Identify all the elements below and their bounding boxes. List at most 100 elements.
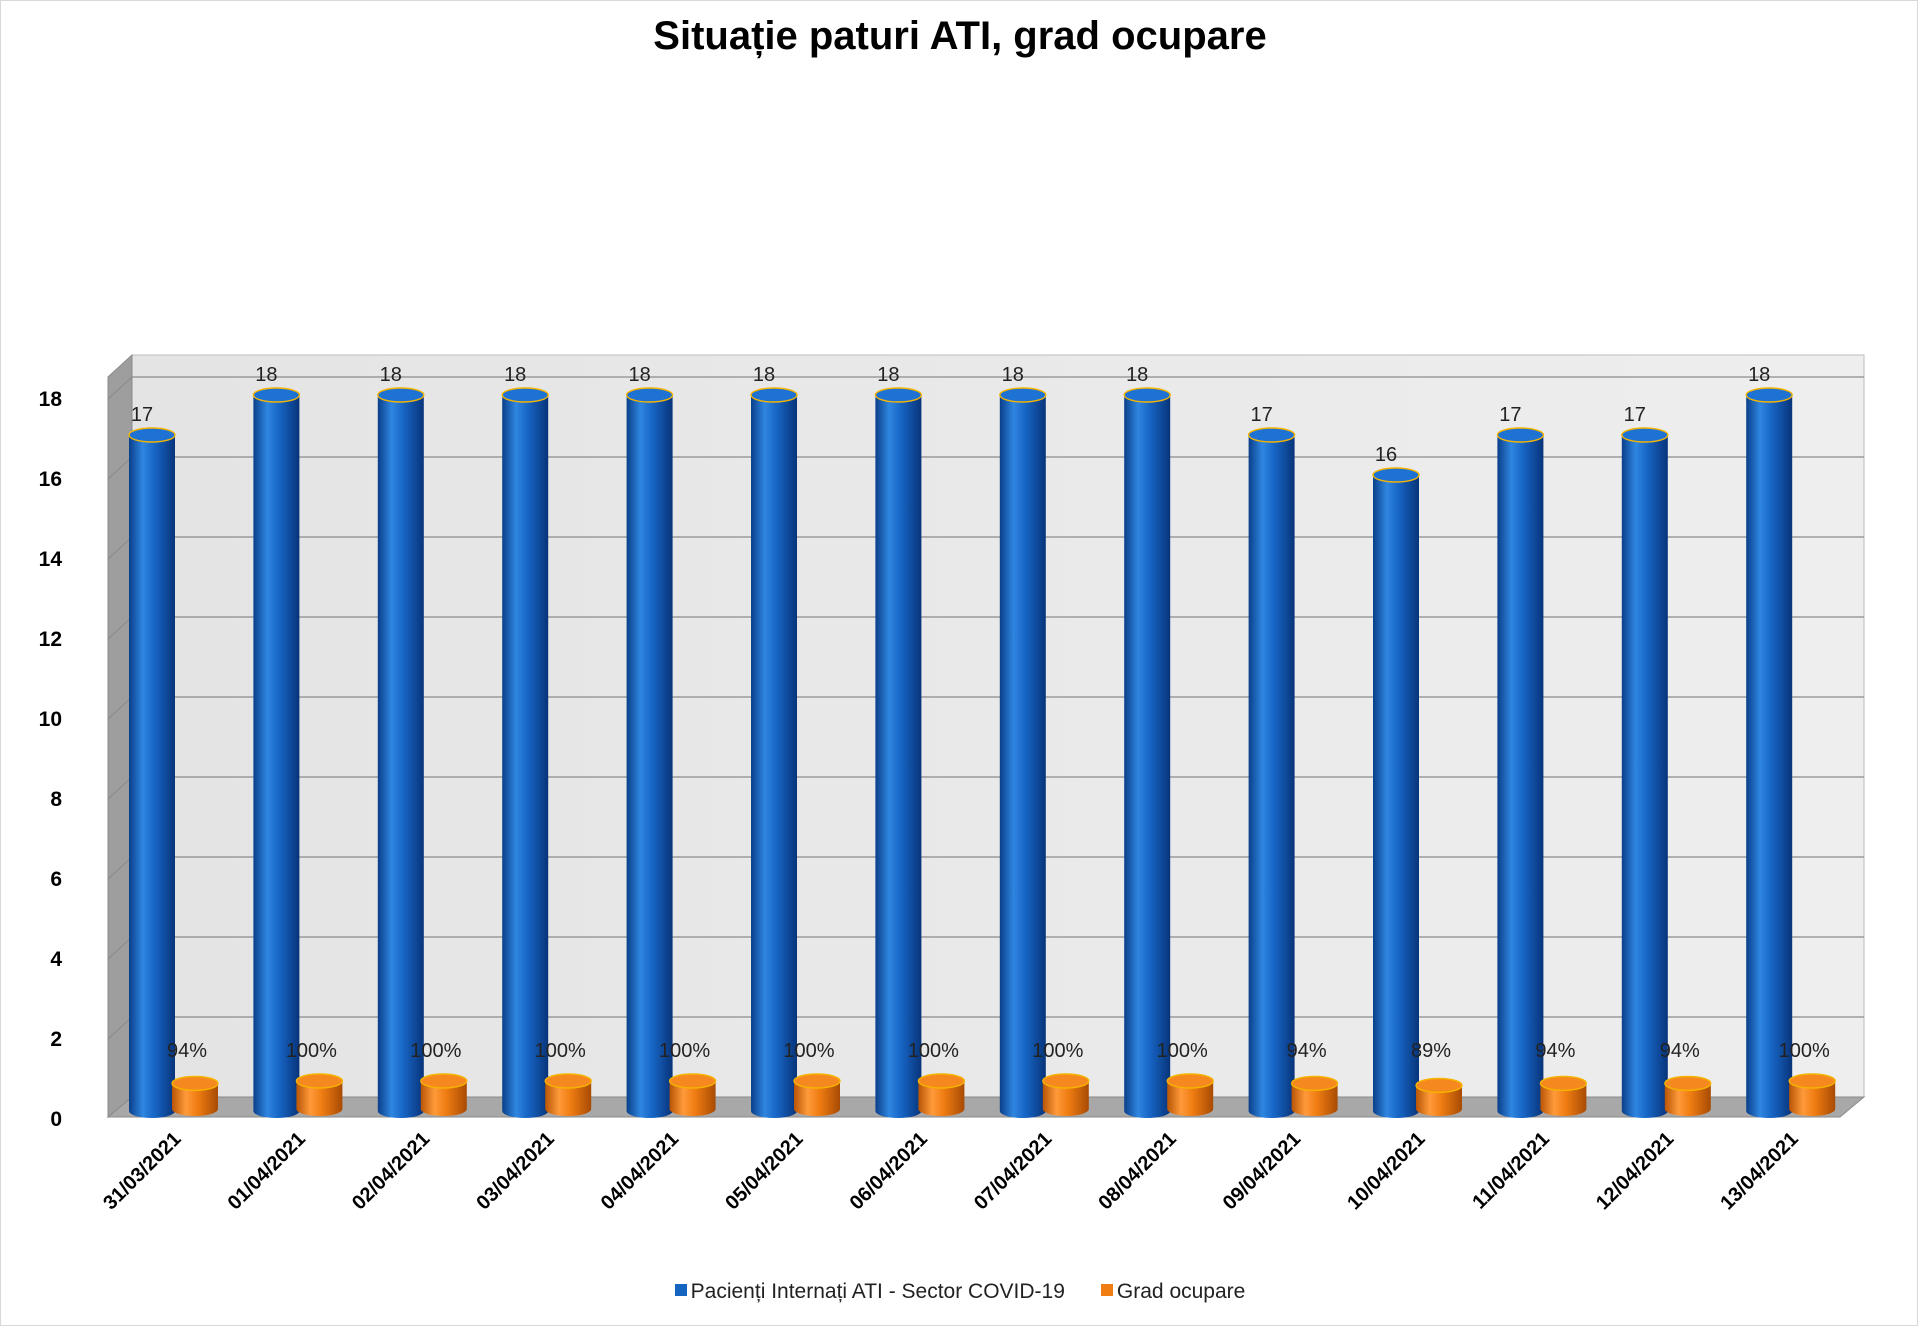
bar-occupancy-top <box>1042 1073 1090 1089</box>
data-label-patients: 17 <box>1624 404 1646 426</box>
y-tick-label: 10 <box>39 708 62 731</box>
bar-occupancy <box>1415 1077 1463 1116</box>
data-label-patients: 18 <box>753 364 775 386</box>
bar-patients <box>874 387 923 1118</box>
bar-occupancy-body <box>1167 1081 1214 1116</box>
x-tick-label: 02/04/2021 <box>348 1128 434 1214</box>
y-tick-label: 6 <box>50 868 62 891</box>
floor <box>106 1096 1866 1118</box>
data-label-patients: 16 <box>1375 444 1397 466</box>
x-tick-label: 31/03/2021 <box>99 1128 185 1214</box>
data-label-occupancy: 100% <box>908 1040 959 1062</box>
legend-swatch <box>1100 1284 1113 1297</box>
bar-occupancy-top <box>1415 1077 1463 1094</box>
gridline-side <box>107 696 133 720</box>
bar-patients <box>999 387 1047 1118</box>
y-tick-label: 4 <box>50 948 62 971</box>
bar-occupancy <box>544 1073 592 1116</box>
data-label-patients: 18 <box>1748 364 1770 386</box>
bar-patients-body <box>253 395 300 1118</box>
legend-label: Grad ocupare <box>1116 1280 1246 1303</box>
bar-occupancy-body <box>1416 1085 1462 1116</box>
bar-occupancy-top <box>917 1073 966 1089</box>
data-label-occupancy: 94% <box>1535 1040 1575 1062</box>
bar-patients-top <box>874 387 923 403</box>
bar-patients <box>1496 427 1545 1118</box>
data-label-occupancy: 94% <box>167 1040 207 1062</box>
y-tick-label: 18 <box>39 388 63 411</box>
bar-patients-top <box>501 387 549 403</box>
chart-legend: Pacienți Internați ATI - Sector COVID-19… <box>0 1280 1920 1304</box>
data-label-patients: 18 <box>255 364 277 386</box>
bar-occupancy <box>420 1073 468 1116</box>
bar-occupancy-top <box>1539 1075 1588 1092</box>
gridline-side <box>107 616 133 640</box>
x-tick-label: 13/04/2021 <box>1716 1128 1802 1214</box>
bar-patients-body <box>751 395 797 1118</box>
bar-occupancy <box>1788 1073 1836 1116</box>
bar-occupancy-body <box>794 1081 840 1116</box>
bar-patients-body <box>502 395 549 1118</box>
bar-patients-top <box>1372 467 1420 483</box>
data-label-patients: 18 <box>380 364 402 386</box>
bar-occupancy-top <box>544 1073 592 1089</box>
gridline-side <box>107 936 133 960</box>
data-label-occupancy: 100% <box>1157 1040 1208 1062</box>
chart-title: Situație paturi ATI, grad ocupare <box>653 14 1267 58</box>
bar-occupancy-body <box>1042 1081 1089 1116</box>
data-label-occupancy: 100% <box>286 1040 337 1062</box>
bar-occupancy <box>1042 1073 1090 1116</box>
bar-occupancy-top <box>793 1073 841 1089</box>
y-tick-label: 8 <box>50 788 62 811</box>
data-label-occupancy: 100% <box>1779 1040 1830 1062</box>
bar-occupancy-top <box>1166 1073 1214 1089</box>
bar-patients-top <box>1745 387 1793 403</box>
bar-patients <box>1372 467 1420 1118</box>
side-wall <box>107 353 133 1119</box>
bar-patients-body <box>1373 475 1419 1118</box>
bar-occupancy-top <box>1664 1075 1712 1092</box>
bar-occupancy <box>1539 1075 1588 1116</box>
data-label-occupancy: 100% <box>1032 1040 1083 1062</box>
bar-occupancy-body <box>1540 1083 1587 1116</box>
x-tick-label: 04/04/2021 <box>597 1128 683 1214</box>
y-tick-label: 16 <box>39 468 62 491</box>
data-label-patients: 17 <box>131 404 153 426</box>
x-tick-label: 09/04/2021 <box>1219 1128 1305 1214</box>
data-label-occupancy: 100% <box>783 1040 834 1062</box>
legend-item: Grad ocupare <box>1100 1280 1246 1304</box>
bar-occupancy <box>295 1073 344 1116</box>
bar-occupancy-body <box>545 1081 592 1116</box>
bar-patients-top <box>1247 427 1296 443</box>
gridline-side <box>107 376 133 400</box>
bar-patients-body <box>626 395 673 1118</box>
bar-patients-top <box>377 387 425 403</box>
bar-occupancy-top <box>295 1073 344 1089</box>
bar-patients <box>128 427 176 1118</box>
bar-patients <box>750 387 798 1118</box>
bar-patients-top <box>128 427 176 443</box>
bar-occupancy-body <box>1789 1081 1836 1116</box>
data-label-patients: 18 <box>877 364 899 386</box>
legend-label: Pacienți Internați ATI - Sector COVID-19 <box>690 1280 1065 1303</box>
bar-occupancy-top <box>420 1073 468 1089</box>
bar-occupancy-body <box>1664 1083 1711 1116</box>
data-label-patients: 18 <box>1126 364 1148 386</box>
data-label-occupancy: 94% <box>1660 1040 1700 1062</box>
data-label-occupancy: 100% <box>535 1040 586 1062</box>
bar-patients-top <box>1496 427 1545 443</box>
x-tick-label: 03/04/2021 <box>472 1128 558 1214</box>
gridline-side <box>107 776 133 800</box>
bar-patients <box>377 387 425 1118</box>
bar-occupancy <box>1664 1075 1712 1116</box>
bar-patients-top <box>999 387 1047 403</box>
x-tick-label: 01/04/2021 <box>224 1128 310 1214</box>
bar-occupancy-body <box>172 1083 218 1116</box>
bar-patients <box>1745 387 1793 1118</box>
bar-patients-body <box>377 395 424 1118</box>
x-tick-label: 11/04/2021 <box>1468 1128 1554 1214</box>
bar-occupancy-body <box>918 1081 965 1116</box>
bar-patients-body <box>1248 435 1295 1118</box>
